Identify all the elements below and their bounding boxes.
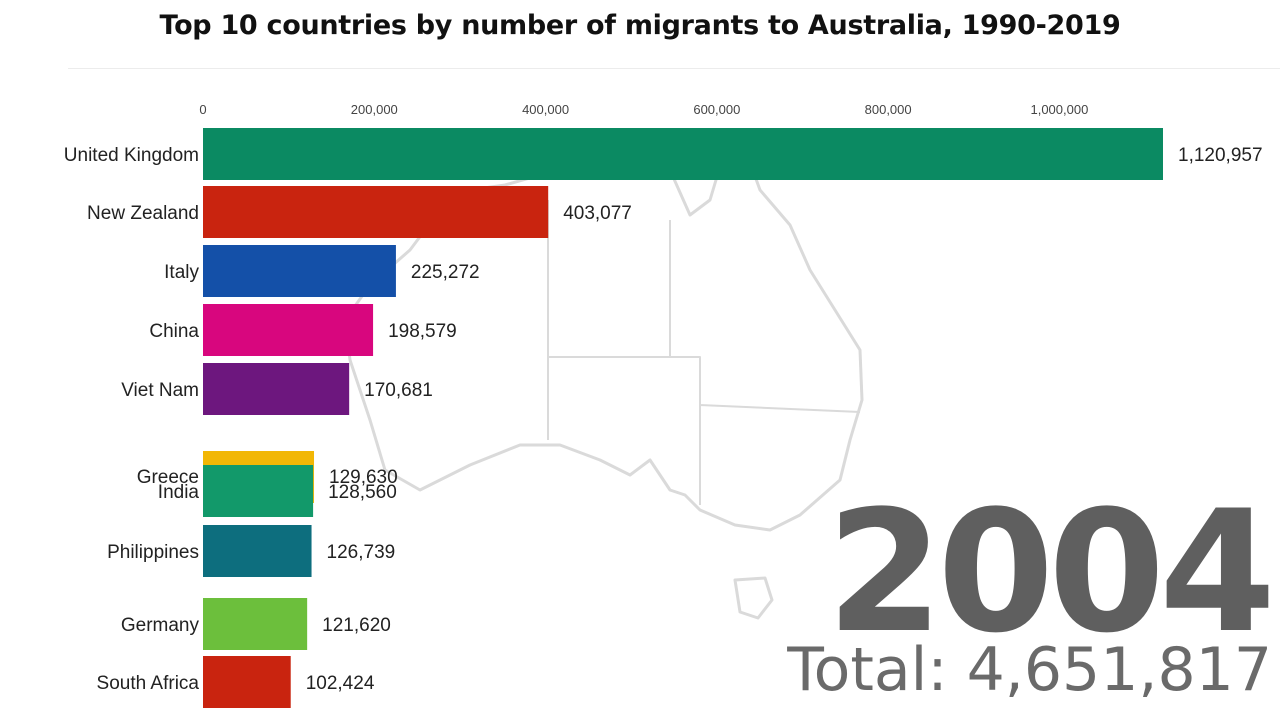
value-label: 129,630 <box>329 467 398 488</box>
x-tick-label: 200,000 <box>351 102 398 117</box>
value-label: 198,579 <box>388 321 457 342</box>
bar-italy <box>203 245 396 297</box>
value-label: 225,272 <box>411 262 480 283</box>
bar-india <box>203 465 314 517</box>
title-divider <box>68 68 1280 69</box>
bar-philippines <box>203 525 312 577</box>
value-label: 121,620 <box>322 615 391 636</box>
x-tick-label: 400,000 <box>522 102 569 117</box>
year-label: 2004 <box>826 474 1276 670</box>
category-label: United Kingdom <box>64 145 199 166</box>
total-label: Total: 4,651,817 <box>787 635 1272 705</box>
category-label: Greece <box>137 467 199 488</box>
x-tick-label: 800,000 <box>865 102 912 117</box>
value-label: 128,560 <box>328 482 397 503</box>
category-label: China <box>149 321 199 342</box>
category-label: New Zealand <box>87 203 199 224</box>
value-label: 170,681 <box>364 380 433 401</box>
value-label: 126,739 <box>327 542 396 563</box>
x-tick-label: 1,000,000 <box>1030 102 1088 117</box>
category-label: India <box>158 482 200 503</box>
x-tick-label: 0 <box>199 102 206 117</box>
category-label: Philippines <box>107 542 199 563</box>
value-label: 102,424 <box>306 673 375 694</box>
category-label: South Africa <box>97 673 200 694</box>
bar-south-africa <box>203 656 291 708</box>
category-label: Germany <box>121 615 200 636</box>
bar-china <box>203 304 374 356</box>
bar-united-kingdom <box>203 128 1163 180</box>
value-label: 403,077 <box>563 203 632 224</box>
x-tick-label: 600,000 <box>693 102 740 117</box>
value-label: 1,120,957 <box>1178 145 1263 166</box>
category-label: Viet Nam <box>121 380 199 401</box>
category-label: Italy <box>164 262 199 283</box>
bar-viet-nam <box>203 363 350 415</box>
bar-new-zealand <box>203 186 549 238</box>
bar-germany <box>203 598 308 650</box>
chart-title: Top 10 countries by number of migrants t… <box>159 10 1121 41</box>
